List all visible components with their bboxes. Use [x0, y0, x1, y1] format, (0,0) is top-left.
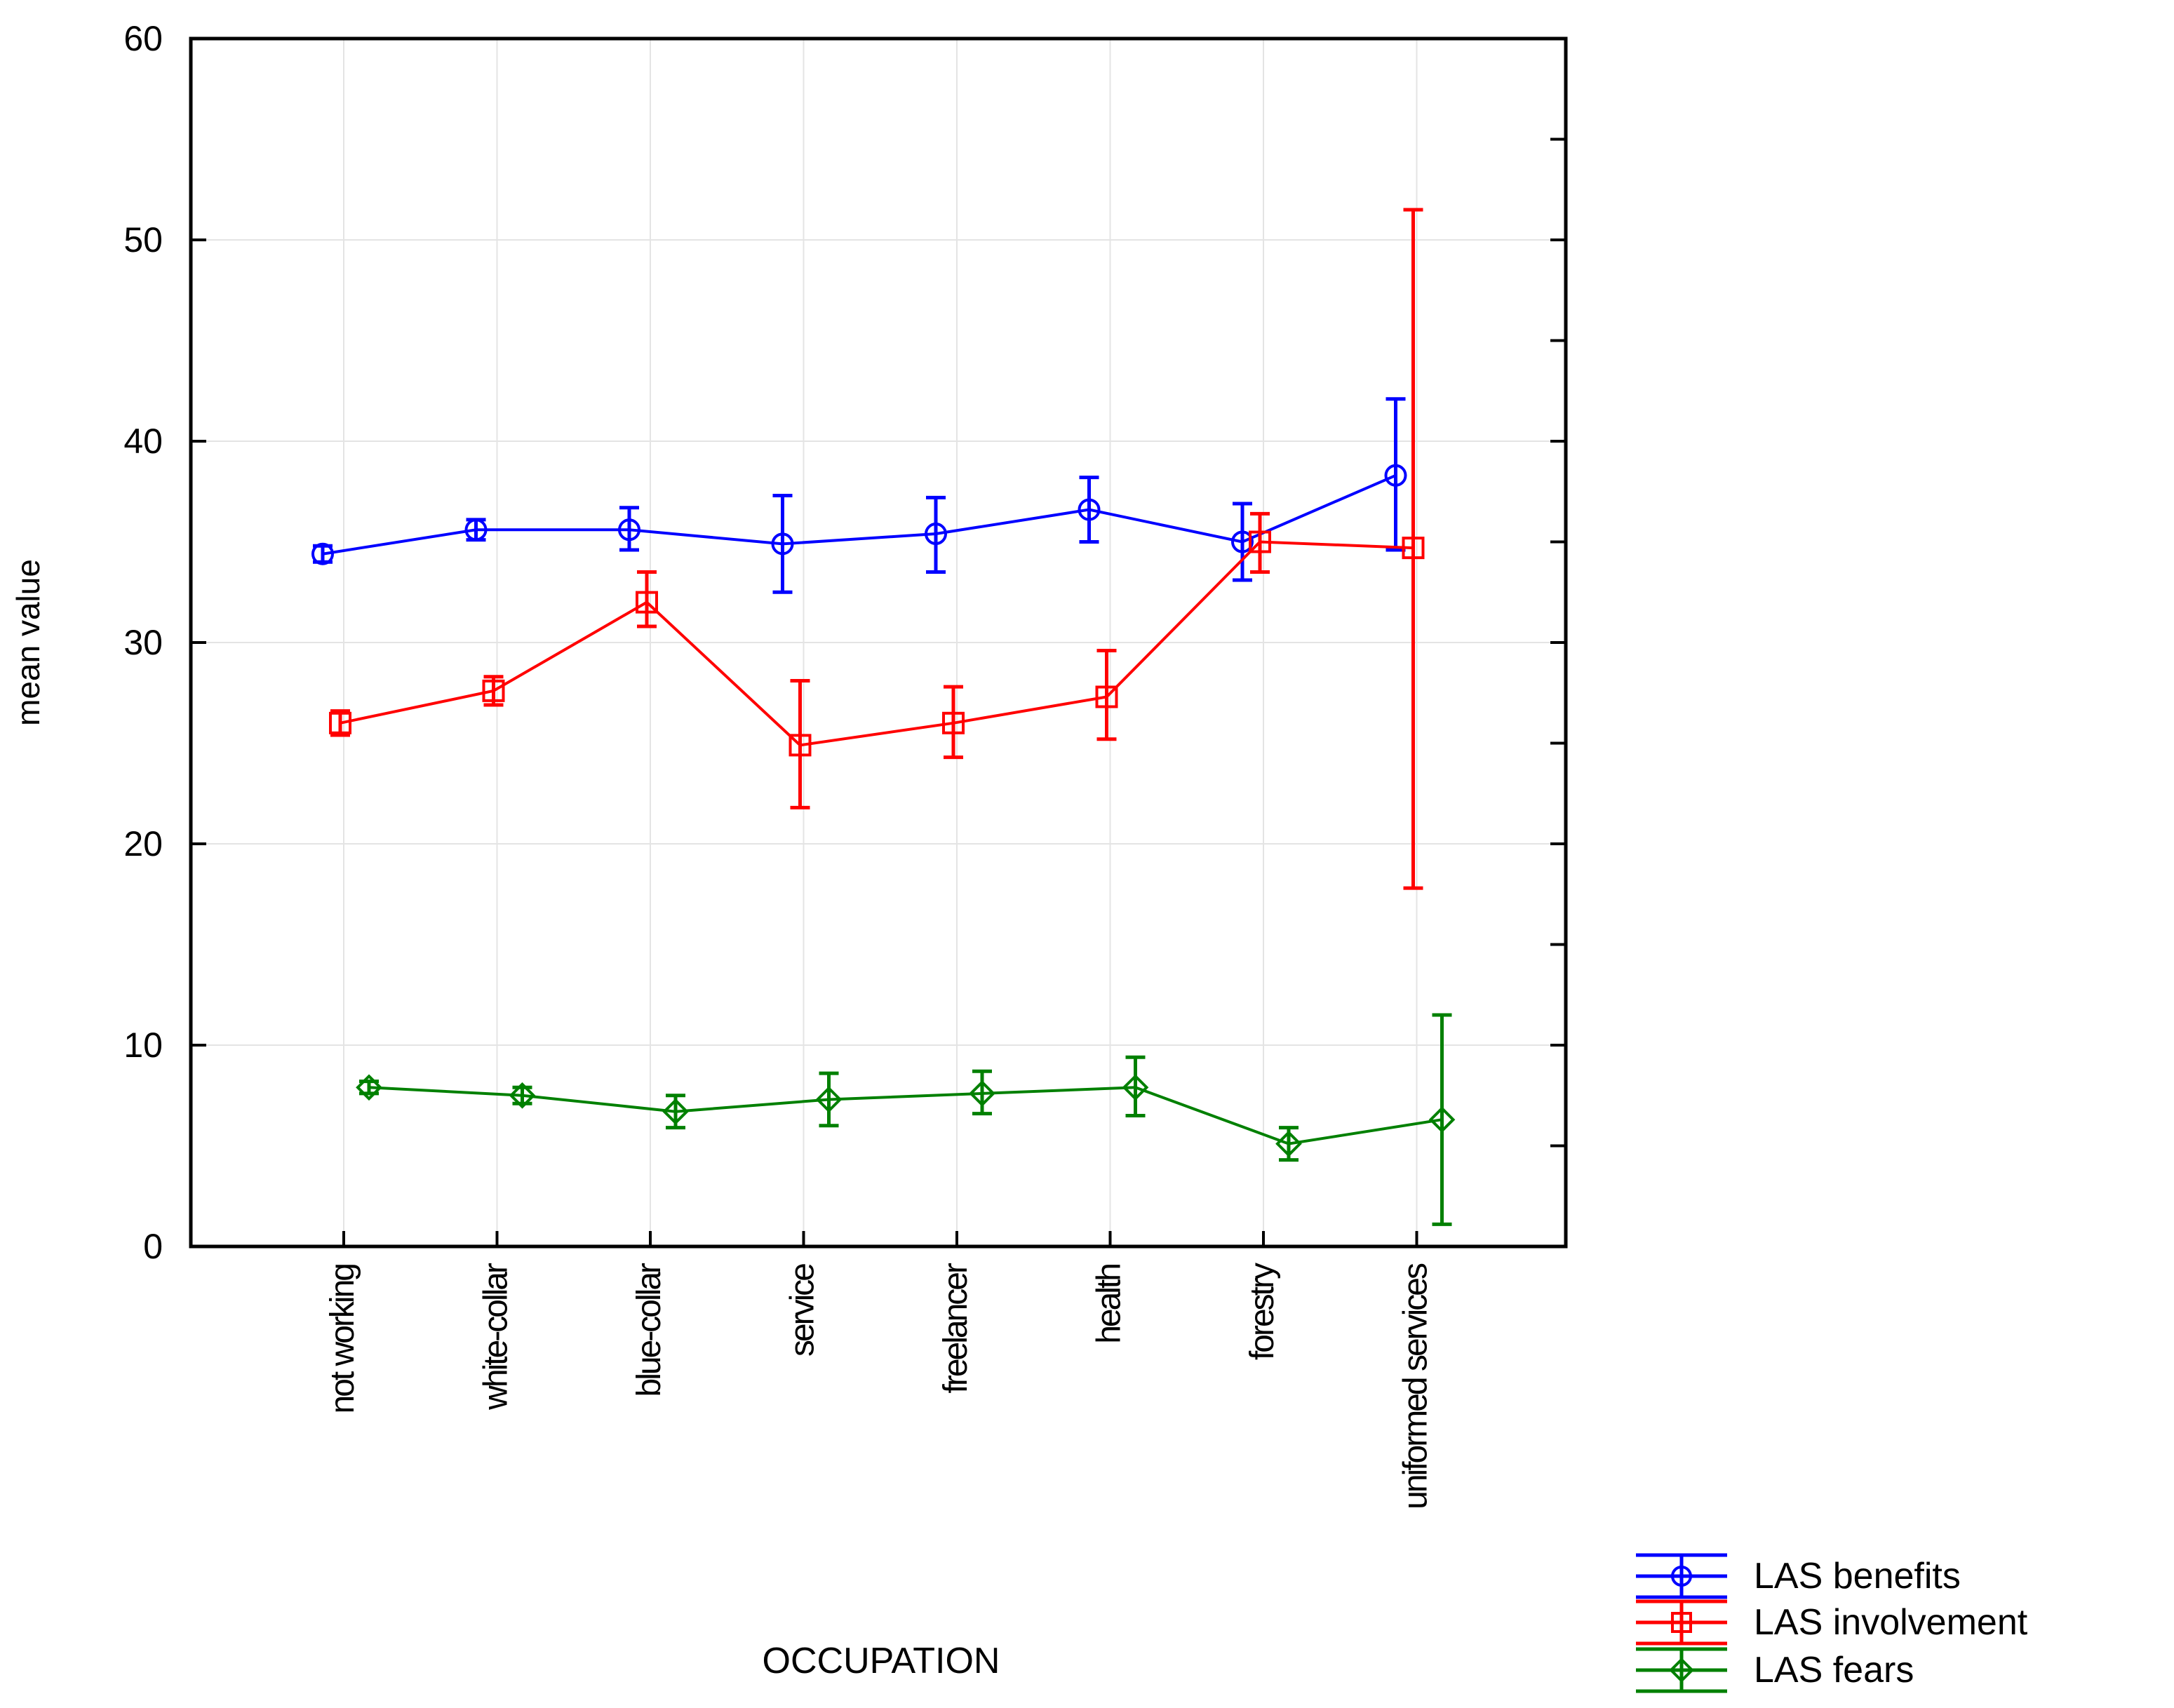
- x-tick-label: white-collar: [478, 1263, 515, 1411]
- marker-diamond: [969, 1080, 995, 1107]
- series-line: [340, 540, 1414, 747]
- series-las-involvement: [329, 208, 1425, 890]
- marker-diamond: [1669, 1657, 1694, 1683]
- marker-circle: [925, 523, 947, 546]
- x-tick-label: not working: [324, 1265, 361, 1414]
- axis-ticks: [191, 37, 1566, 1248]
- marker-circle: [464, 518, 488, 542]
- marker-square: [1249, 530, 1271, 553]
- series-las-benefits: [311, 397, 1407, 594]
- marker-circle: [1078, 498, 1101, 521]
- y-tick-label: 60: [123, 19, 163, 58]
- marker-circle: [1231, 530, 1254, 553]
- x-tick-label: service: [784, 1264, 821, 1357]
- y-tick-label: 20: [123, 824, 163, 863]
- marker-square: [789, 734, 812, 757]
- axis-labels: mean value OCCUPATION 0 10 20 30 40 50 60 not w…: [10, 19, 1435, 1681]
- x-tick-label: blue-collar: [631, 1263, 668, 1397]
- legend-label: LAS involvement: [1754, 1602, 2028, 1643]
- marker-square: [636, 591, 658, 614]
- legend-label: LAS fears: [1754, 1650, 1914, 1690]
- marker-circle: [1671, 1566, 1692, 1587]
- marker-diamond: [1275, 1130, 1302, 1157]
- series-las-fears: [356, 1013, 1456, 1226]
- marker-diamond: [662, 1098, 689, 1125]
- marker-square: [1095, 685, 1118, 708]
- y-tick-label: 50: [123, 220, 163, 260]
- series-line: [322, 473, 1397, 556]
- legend-label: LAS benefits: [1754, 1556, 1961, 1596]
- marker-circle: [771, 532, 794, 556]
- y-axis-title: mean value: [10, 559, 46, 726]
- series-line: [368, 1086, 1442, 1145]
- marker-circle: [1384, 464, 1407, 487]
- y-tick-label: 10: [123, 1026, 163, 1065]
- marker-square: [1671, 1612, 1692, 1633]
- marker-diamond: [1122, 1074, 1149, 1101]
- x-tick-label: uniformed services: [1397, 1263, 1435, 1509]
- marker-diamond: [356, 1074, 382, 1101]
- legend-item: LAS benefits: [1636, 1553, 1961, 1599]
- x-tick-label: health: [1091, 1265, 1128, 1344]
- marker-diamond: [1428, 1106, 1456, 1134]
- legend-item: LAS fears: [1636, 1647, 1914, 1693]
- y-tick-label: 30: [123, 623, 163, 662]
- x-tick-label: freelancer: [937, 1263, 974, 1393]
- x-tick-label: forestry: [1244, 1263, 1281, 1360]
- marker-circle: [618, 518, 640, 542]
- y-tick-label: 40: [123, 422, 163, 461]
- x-axis-title: OCCUPATION: [763, 1641, 1000, 1681]
- marker-square: [329, 711, 351, 734]
- series-layer: [311, 208, 1456, 1226]
- marker-square: [942, 711, 965, 734]
- marker-square: [1402, 537, 1425, 560]
- marker-circle: [311, 542, 334, 565]
- legend-item: LAS involvement: [1636, 1599, 2028, 1646]
- grid-lines: [191, 39, 1566, 1246]
- legend: LAS benefits LAS involvement LAS fears: [1636, 1553, 2028, 1693]
- marker-diamond: [815, 1086, 843, 1113]
- marker-square: [482, 679, 505, 702]
- y-tick-label: 0: [143, 1227, 163, 1266]
- marker-diamond: [509, 1082, 536, 1109]
